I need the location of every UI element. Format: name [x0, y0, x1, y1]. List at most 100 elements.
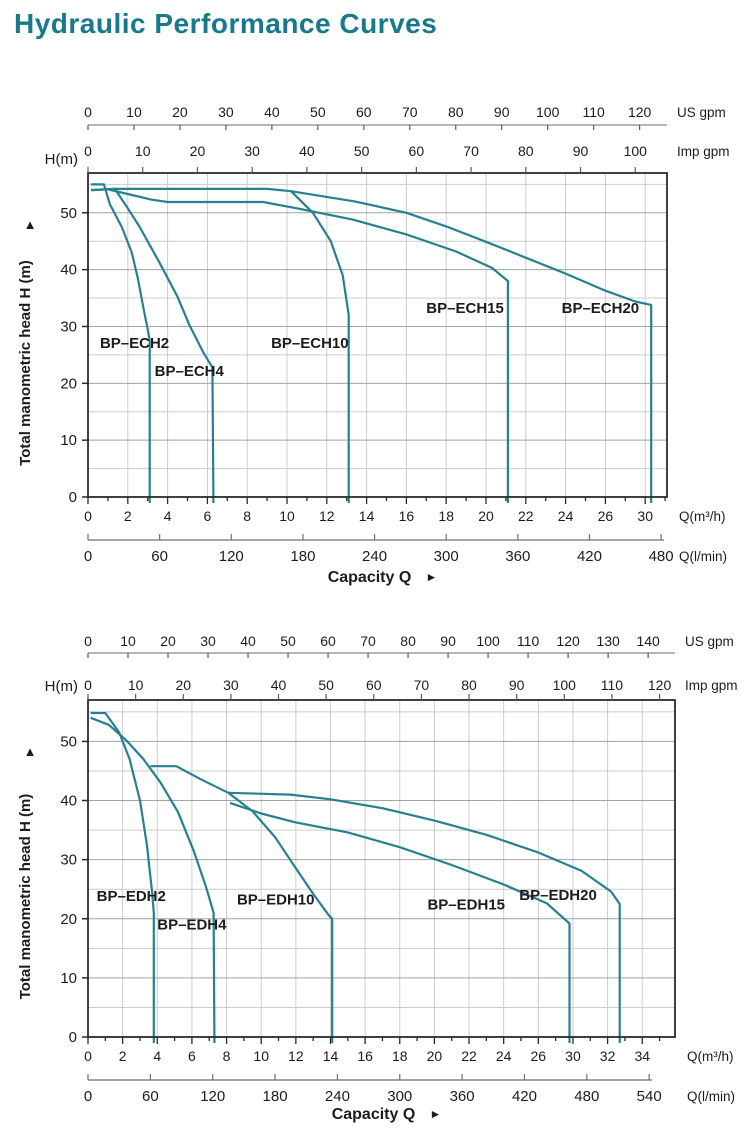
lmin-tick-label: 120 [200, 1088, 225, 1105]
x-tick-label: 20 [478, 508, 494, 524]
us-gpm-tick-label: 20 [160, 633, 176, 649]
x-tick-label: 18 [438, 508, 454, 524]
imp-gpm-tick-label: 50 [354, 143, 370, 159]
curve-BP–EDH20 [228, 791, 621, 1037]
y-axis-arrow-icon: ▲ [24, 217, 37, 232]
imp-gpm-unit-label: Imp gpm [677, 144, 730, 159]
imp-gpm-tick-label: 70 [463, 143, 479, 159]
y-axis-title: Total manometric head H (m) [17, 260, 34, 466]
lmin-tick-label: 360 [450, 1088, 475, 1105]
curve-label: BP–EDH4 [157, 916, 227, 933]
us-gpm-tick-label: 40 [264, 104, 280, 120]
us-gpm-tick-label: 120 [628, 104, 652, 120]
us-gpm-tick-label: 40 [240, 633, 256, 649]
lmin-tick-label: 0 [84, 548, 92, 565]
performance-chart-ech: BP–ECH2 BP–ECH4 BP–ECH10 BP–ECH15 BP–ECH20 0 1… [17, 104, 730, 586]
x-tick-label: 8 [243, 508, 251, 524]
lmin-tick-label: 0 [84, 1088, 92, 1105]
x-tick-label: 24 [496, 1048, 512, 1064]
imp-gpm-tick-label: 0 [84, 143, 92, 159]
lmin-tick-label: 180 [290, 548, 315, 565]
us-gpm-tick-label: 100 [476, 633, 500, 649]
us-gpm-tick-label: 10 [126, 104, 142, 120]
curve-label: BP–ECH4 [155, 363, 225, 380]
y-tick-label: 50 [60, 205, 77, 222]
us-gpm-tick-label: 10 [120, 633, 136, 649]
x-tick-label: 22 [461, 1048, 477, 1064]
lmin-tick-label: 60 [142, 1088, 159, 1105]
lmin-tick-label: 540 [637, 1088, 662, 1105]
x-tick-label: 34 [634, 1048, 650, 1064]
x-tick-label: 12 [319, 508, 335, 524]
us-gpm-tick-label: 120 [556, 633, 580, 649]
x-unit-label: Q(m³/h) [679, 509, 726, 524]
curve-label: BP–EDH2 [97, 888, 166, 905]
curve-BP–EDH2 [90, 711, 155, 1037]
us-gpm-tick-label: 70 [360, 633, 376, 649]
x-tick-label: 14 [359, 508, 375, 524]
x-tick-label: 10 [253, 1048, 269, 1064]
x-tick-label: 14 [323, 1048, 339, 1064]
x-tick-label: 4 [164, 508, 172, 524]
imp-gpm-tick-label: 40 [299, 143, 315, 159]
us-gpm-tick-label: 110 [582, 104, 605, 120]
us-gpm-tick-label: 90 [440, 633, 456, 649]
us-gpm-tick-label: 50 [280, 633, 296, 649]
x-tick-label: 6 [204, 508, 212, 524]
page-title: Hydraulic Performance Curves [14, 8, 438, 39]
us-gpm-tick-label: 90 [494, 104, 510, 120]
curve-label: BP–EDH10 [237, 892, 315, 909]
performance-chart-edh: BP–EDH2 BP–EDH4 BP–EDH10 BP–EDH15 BP–EDH20 0 1… [17, 633, 738, 1123]
y-axis-arrow-icon: ▲ [24, 744, 37, 759]
curve-label: BP–ECH15 [426, 300, 504, 317]
imp-gpm-tick-label: 80 [518, 143, 534, 159]
lmin-tick-label: 240 [362, 548, 387, 565]
imp-gpm-tick-label: 100 [624, 143, 648, 159]
lmin-unit-label: Q(l/min) [679, 549, 727, 564]
imp-gpm-tick-label: 40 [271, 677, 287, 693]
us-gpm-tick-label: 20 [172, 104, 188, 120]
y-tick-label: 30 [60, 318, 77, 335]
us-gpm-tick-label: 60 [356, 104, 372, 120]
x-tick-label: 30 [565, 1048, 581, 1064]
x-tick-label: 26 [598, 508, 614, 524]
imp-gpm-tick-label: 80 [461, 677, 477, 693]
us-gpm-tick-label: 0 [84, 104, 92, 120]
curve-BP–ECH20 [290, 190, 653, 497]
x-tick-label: 0 [84, 1048, 92, 1064]
lmin-tick-label: 480 [574, 1088, 599, 1105]
lmin-tick-label: 180 [263, 1088, 288, 1105]
us-gpm-tick-label: 140 [636, 633, 660, 649]
lmin-tick-label: 420 [512, 1088, 537, 1105]
us-gpm-unit-label: US gpm [685, 634, 734, 649]
curve-label: BP–EDH15 [427, 896, 505, 913]
imp-gpm-tick-label: 0 [84, 677, 92, 693]
us-gpm-unit-label: US gpm [677, 105, 726, 120]
us-gpm-tick-label: 130 [596, 633, 620, 649]
imp-gpm-tick-label: 20 [190, 143, 206, 159]
curve-BP–ECH2 [91, 183, 151, 497]
us-gpm-tick-label: 30 [218, 104, 234, 120]
lmin-unit-label: Q(l/min) [687, 1089, 735, 1104]
y-tick-label: 40 [60, 262, 77, 279]
lmin-tick-label: 300 [387, 1088, 412, 1105]
lmin-tick-label: 120 [219, 548, 244, 565]
x-tick-label: 18 [392, 1048, 408, 1064]
imp-gpm-tick-label: 100 [553, 677, 577, 693]
x-tick-label: 0 [84, 508, 92, 524]
lmin-tick-label: 60 [151, 548, 168, 565]
y-axis-title: Total manometric head H (m) [17, 794, 34, 1000]
imp-gpm-tick-label: 90 [509, 677, 525, 693]
y-tick-label: 40 [60, 793, 77, 810]
curve-label: BP–ECH2 [100, 335, 169, 352]
curve-BP–EDH4 [90, 716, 216, 1038]
curve-BP–ECH4 [90, 187, 215, 498]
imp-gpm-tick-label: 20 [175, 677, 191, 693]
x-tick-label: 16 [399, 508, 415, 524]
y-tick-label: 20 [60, 375, 77, 392]
us-gpm-tick-label: 110 [517, 633, 540, 649]
capacity-arrow-icon: ► [430, 1107, 442, 1121]
lmin-tick-label: 300 [434, 548, 459, 565]
curve-BP–EDH10 [150, 765, 334, 1037]
x-tick-label: 30 [637, 508, 653, 524]
